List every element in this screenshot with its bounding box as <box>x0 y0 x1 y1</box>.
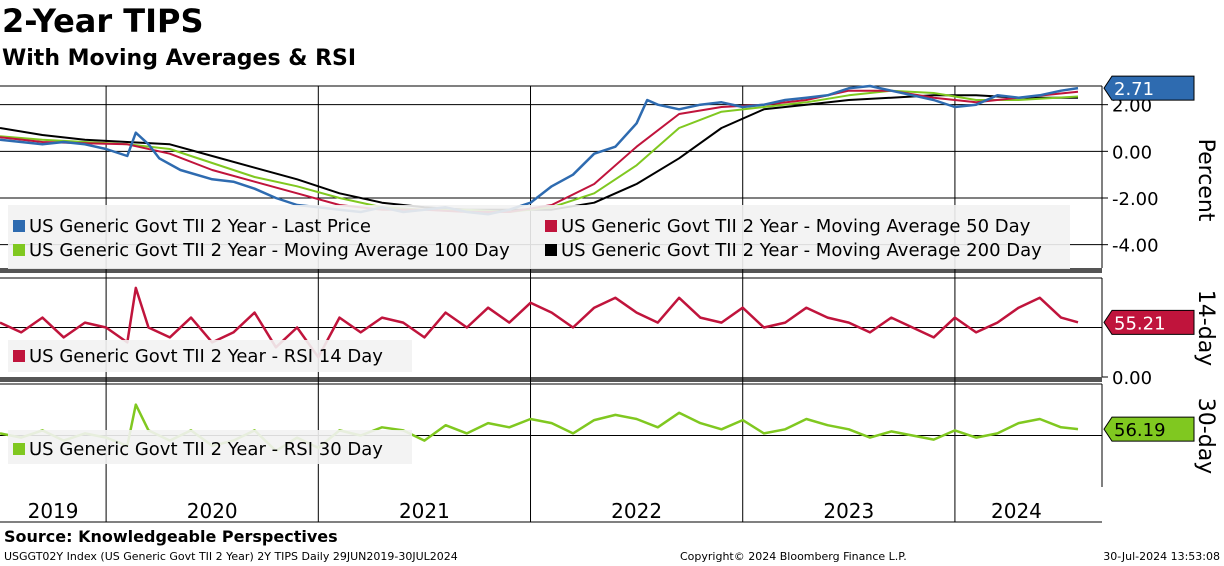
legend-swatch <box>545 244 557 256</box>
x-tick-label: 2023 <box>823 499 874 523</box>
legend-label: US Generic Govt TII 2 Year - Moving Aver… <box>561 216 1031 237</box>
axis-layer: 2.00 0.00 -2.00 -4.00 0.00 2019 2020 2021 2022 20… <box>28 75 1195 523</box>
x-tick-label: 2020 <box>187 499 238 523</box>
legend-label: US Generic Govt TII 2 Year - RSI 14 Day <box>29 346 383 367</box>
y-axis-label-14-day: 14-day <box>1193 290 1218 366</box>
legend-swatch <box>13 350 25 362</box>
legend-label: US Generic Govt TII 2 Year - Moving Aver… <box>561 240 1042 261</box>
chart-subtitle: With Moving Averages & RSI <box>2 46 357 71</box>
legend-label: US Generic Govt TII 2 Year - RSI 30 Day <box>29 439 383 460</box>
footer-index-info: USGGT02Y Index (US Generic Govt TII 2 Ye… <box>4 550 458 563</box>
source-note: Source: Knowledgeable Perspectives <box>4 527 338 546</box>
legend-box <box>8 205 1070 269</box>
series-line-rsi14 <box>0 286 1079 359</box>
legend-swatch <box>13 443 25 455</box>
legend-swatch <box>13 220 25 232</box>
x-tick-label: 2021 <box>399 499 450 523</box>
footer-timestamp: 30-Jul-2024 13:53:08 <box>1103 550 1220 563</box>
y-tick-label: 2.00 <box>1112 96 1152 117</box>
legend-label: US Generic Govt TII 2 Year - Last Price <box>29 216 371 237</box>
series-line-last-price <box>0 84 1079 216</box>
panel-frames <box>0 85 1103 523</box>
last-value-tag <box>1103 75 1195 101</box>
y-tick-label: -2.00 <box>1112 189 1159 210</box>
legend-label: US Generic Govt TII 2 Year - Moving Aver… <box>29 240 510 261</box>
footer-copyright: Copyright© 2024 Bloomberg Finance L.P. <box>680 550 907 563</box>
legend-box <box>8 430 412 464</box>
legend-swatch <box>13 244 25 256</box>
panel-divider <box>0 268 1102 273</box>
y-tick-label: 0.00 <box>1112 368 1152 389</box>
y-tick-label: -4.00 <box>1112 236 1159 257</box>
last-value-tag <box>1103 309 1195 335</box>
x-tick-label: 2022 <box>611 499 662 523</box>
last-value-tag <box>1103 416 1195 442</box>
legend-layer: US Generic Govt TII 2 Year - Last Price U… <box>8 205 1070 464</box>
legend-box <box>8 340 412 372</box>
chart-title: 2-Year TIPS <box>2 2 204 40</box>
last-value-label: 2.71 <box>1114 79 1154 100</box>
last-value-label: 56.19 <box>1114 420 1166 441</box>
x-tick-label: 2024 <box>991 499 1042 523</box>
y-tick-label: 0.00 <box>1112 142 1152 163</box>
last-value-label: 55.21 <box>1114 313 1166 334</box>
x-tick-label: 2019 <box>28 499 79 523</box>
y-axis-label-30-day: 30-day <box>1193 398 1218 474</box>
panel-divider <box>0 377 1102 382</box>
legend-swatch <box>545 220 557 232</box>
y-axis-label-percent: Percent <box>1193 139 1218 222</box>
